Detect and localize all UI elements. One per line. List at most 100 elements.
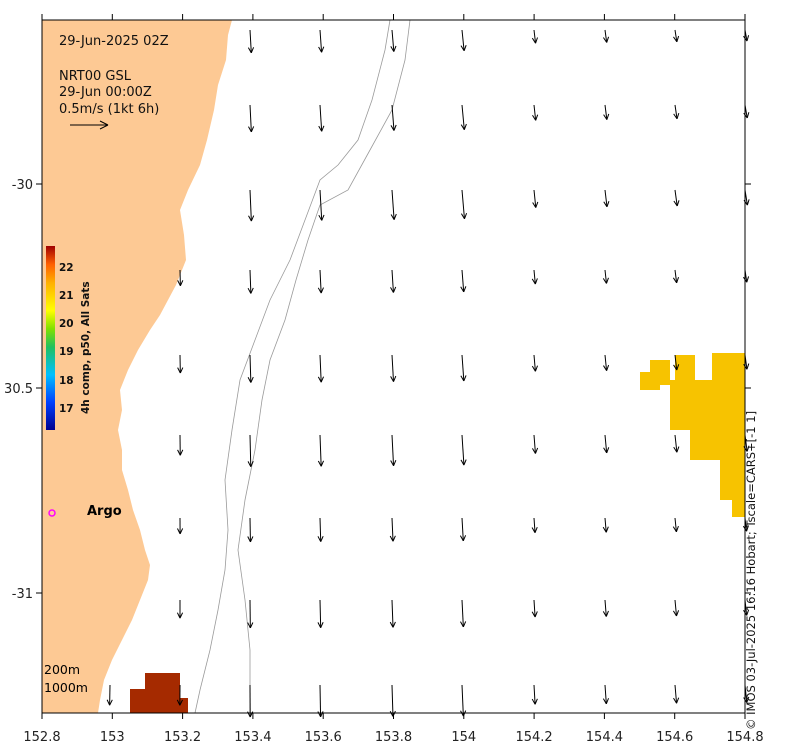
current-arrowhead <box>531 698 536 705</box>
current-arrowhead <box>531 278 536 285</box>
current-arrowhead <box>743 363 748 370</box>
current-arrowhead <box>460 286 465 293</box>
current-arrow <box>604 684 607 704</box>
current-arrowhead <box>605 610 609 617</box>
current-arrowhead <box>676 200 680 207</box>
current-arrowhead <box>462 621 467 628</box>
current-arrowhead <box>318 125 323 132</box>
current-arrowhead <box>459 535 464 542</box>
current-arrowhead <box>743 112 748 119</box>
current-arrow <box>744 354 748 370</box>
current-arrowhead <box>673 697 677 704</box>
current-arrowhead <box>605 526 609 533</box>
current-arrow <box>604 269 607 284</box>
current-arrowhead <box>179 528 184 535</box>
depth-1000-label: 1000m <box>44 680 88 695</box>
current-arrowhead <box>602 37 608 43</box>
current-arrow <box>391 354 395 382</box>
current-arrow <box>533 104 537 121</box>
current-arrow <box>319 354 322 383</box>
isobath-1000m <box>237 19 411 713</box>
current-arrowhead <box>603 114 608 120</box>
current-arrowhead <box>746 35 750 42</box>
argo-marker-icon <box>48 509 56 517</box>
current-arrow <box>533 29 537 44</box>
current-arrowhead <box>250 376 254 383</box>
scale-label: 0.5m/s (1kt 6h) <box>59 102 160 117</box>
colorbar-tick-22: 22 <box>59 262 74 274</box>
sst-patch-east <box>640 353 745 517</box>
current-arrowhead <box>672 526 677 533</box>
current-arrowhead <box>531 448 536 454</box>
current-arrowhead <box>460 621 464 628</box>
current-vector-field <box>106 29 750 718</box>
current-arrowhead <box>390 460 394 467</box>
current-arrowhead <box>602 278 607 284</box>
current-arrowhead <box>743 276 748 283</box>
current-arrow <box>674 354 678 371</box>
current-arrowhead <box>177 280 181 286</box>
current-arrowhead <box>743 199 748 206</box>
current-arrowhead <box>317 622 322 628</box>
current-arrowhead <box>535 37 538 44</box>
current-arrowhead <box>460 710 464 717</box>
x-tick-label: 154.6 <box>656 730 693 745</box>
current-arrowhead <box>746 276 750 283</box>
current-arrowhead <box>676 364 680 371</box>
current-arrow <box>744 104 748 119</box>
current-arrowhead <box>603 447 608 454</box>
current-arrow <box>391 104 395 131</box>
current-arrowhead <box>743 35 748 42</box>
current-arrowhead <box>606 200 610 207</box>
current-arrow <box>461 29 465 51</box>
colorbar-tick-17: 17 <box>59 403 74 415</box>
current-arrowhead <box>603 201 608 208</box>
credit-text: © IMOS 03-Jul-2025 16:16 Hobart; Tscale=… <box>744 410 758 730</box>
current-arrow <box>674 684 678 704</box>
x-tick-label: 154.8 <box>726 730 763 745</box>
current-arrowhead <box>463 212 468 219</box>
current-arrowhead <box>675 525 679 532</box>
colorbar-tick-19: 19 <box>59 346 74 358</box>
current-arrowhead <box>672 277 678 284</box>
x-tick-label: 153.4 <box>234 730 271 745</box>
colorbar-tick-21: 21 <box>59 290 74 302</box>
colorbar-tick-18: 18 <box>59 375 74 387</box>
current-arrowhead <box>179 280 184 286</box>
current-arrowhead <box>248 215 252 222</box>
current-arrow <box>533 269 536 285</box>
current-arrowhead <box>177 528 181 535</box>
current-arrowhead <box>179 612 184 619</box>
current-arrowhead <box>179 367 184 374</box>
current-arrow <box>391 517 394 542</box>
current-arrowhead <box>247 47 252 54</box>
current-arrowhead <box>534 447 539 454</box>
current-arrowhead <box>176 612 181 619</box>
current-arrowhead <box>532 202 537 208</box>
current-arrowhead <box>247 622 251 629</box>
current-arrow <box>461 269 465 292</box>
current-arrowhead <box>743 697 748 703</box>
x-axis: 152.8 153 153.2 153.4 153.6 153.8 154 154.2 154.… <box>23 14 764 745</box>
current-arrowhead <box>317 536 322 542</box>
current-arrowhead <box>250 461 254 467</box>
current-arrowhead <box>462 535 467 542</box>
current-arrowhead <box>321 46 325 53</box>
current-arrowhead <box>676 446 680 453</box>
current-arrow <box>533 599 536 618</box>
current-arrowhead <box>606 277 609 284</box>
current-arrowhead <box>249 536 254 543</box>
current-arrowhead <box>321 125 325 132</box>
current-arrowhead <box>320 622 324 628</box>
current-arrowhead <box>390 214 395 220</box>
current-arrowhead <box>320 535 324 542</box>
current-arrowhead <box>463 44 467 51</box>
current-arrow <box>674 434 678 453</box>
current-arrowhead <box>320 711 324 718</box>
x-tick-label: 154 <box>451 730 476 745</box>
current-arrowhead <box>676 697 680 704</box>
current-arrowhead <box>393 45 397 52</box>
current-arrowhead <box>676 35 680 42</box>
current-arrowhead <box>673 364 678 371</box>
